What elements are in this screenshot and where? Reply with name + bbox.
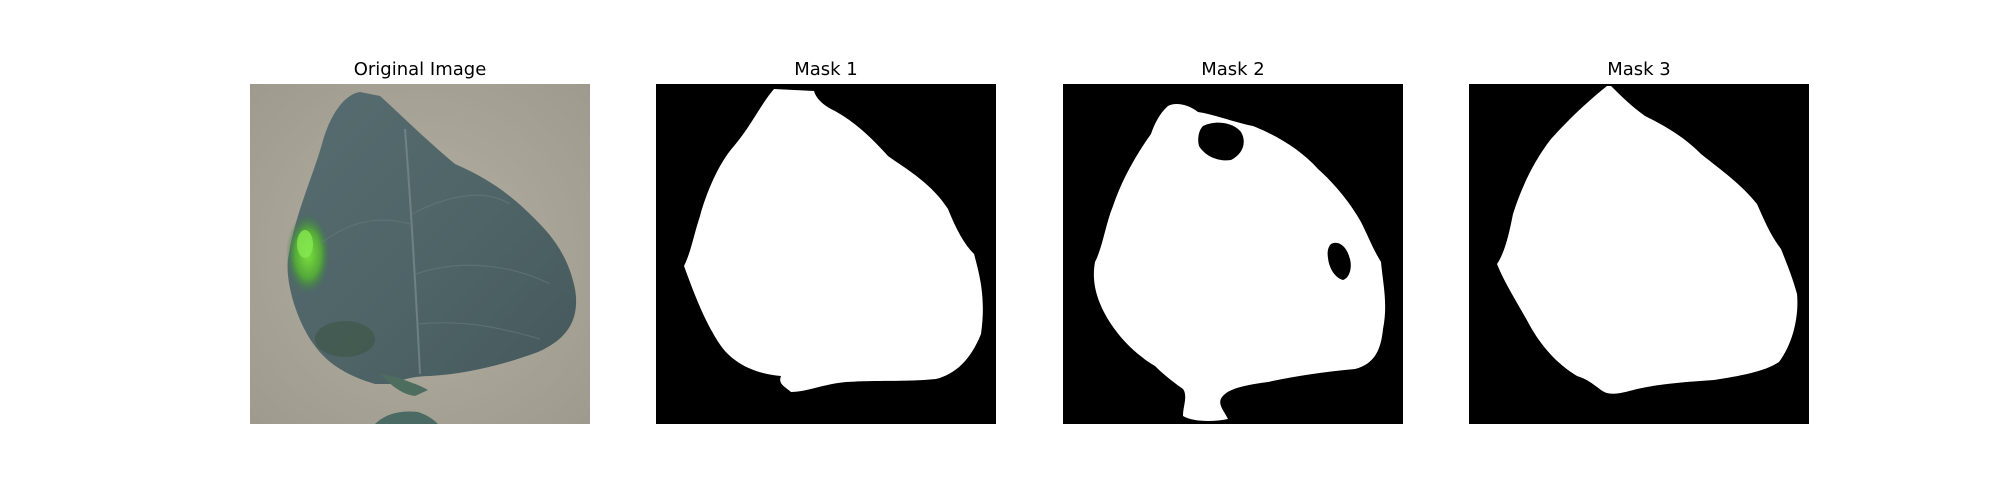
panel-mask-2: Mask 2 [1063, 0, 1403, 500]
leaf-shape [287, 92, 577, 384]
original-leaf-image [250, 84, 590, 424]
mask-3-image [1469, 84, 1809, 424]
mask-hole [1327, 242, 1351, 280]
mask-2-image [1063, 84, 1403, 424]
panel-title: Mask 1 [794, 59, 858, 80]
leaf-lower-tip [375, 411, 438, 424]
mask-region [1093, 104, 1386, 421]
leaf-vein [319, 219, 411, 245]
mask-1-image [656, 84, 996, 424]
leaf-dark-patch [315, 321, 375, 357]
leaf-vein [411, 194, 511, 215]
leaf-stem [380, 374, 428, 396]
leaf-vein [415, 264, 551, 285]
panel-mask-1: Mask 1 [656, 0, 996, 500]
mask-region [1497, 86, 1798, 394]
mask-region [684, 89, 983, 392]
leaf-bright-spot-core [297, 230, 313, 258]
panel-title: Original Image [353, 59, 487, 80]
leaf-midrib [404, 128, 421, 375]
panel-title: Mask 3 [1607, 59, 1671, 80]
leaf-vein [417, 322, 541, 340]
mask-hole [1198, 122, 1244, 161]
panel-title: Mask 2 [1201, 59, 1265, 80]
panel-original-image: Original Image [250, 0, 590, 500]
panel-mask-3: Mask 3 [1469, 0, 1809, 500]
